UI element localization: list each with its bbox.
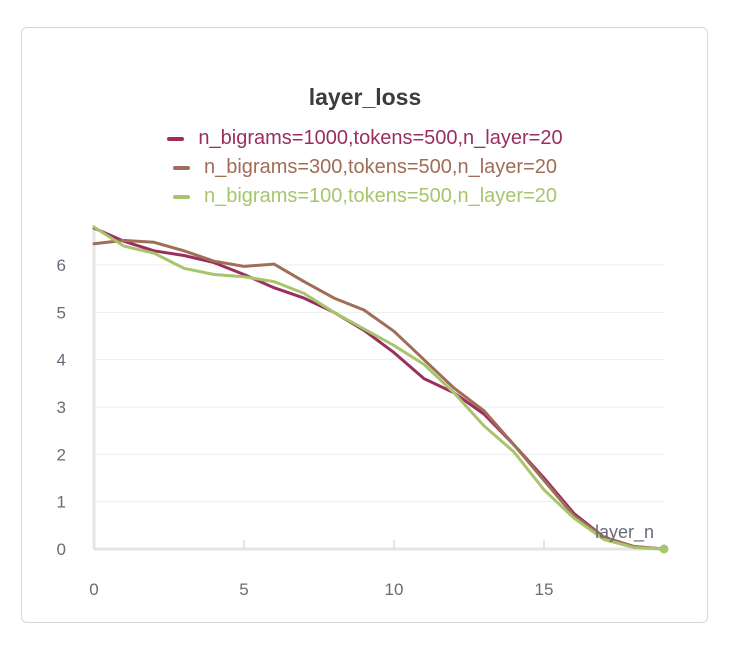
x-axis-label: layer_n (595, 522, 654, 543)
legend-swatch (172, 194, 190, 199)
y-tick-label: 5 (57, 303, 66, 322)
x-tick-label: 5 (239, 580, 248, 599)
legend-item[interactable]: n_bigrams=300,tokens=500,n_layer=20 (0, 153, 730, 182)
y-tick-label: 4 (57, 351, 66, 370)
legend-item[interactable]: n_bigrams=1000,tokens=500,n_layer=20 (0, 124, 730, 153)
chart-panel (21, 27, 708, 623)
y-tick-label: 3 (57, 398, 66, 417)
legend-item[interactable]: n_bigrams=100,tokens=500,n_layer=20 (0, 182, 730, 211)
legend-label: n_bigrams=300,tokens=500,n_layer=20 (203, 156, 558, 178)
series-line[interactable] (92, 238, 666, 551)
series-end-point[interactable] (659, 544, 669, 554)
series-line[interactable] (92, 225, 666, 551)
x-tick-label: 15 (535, 580, 554, 599)
y-tick-label: 6 (57, 256, 66, 275)
grid (94, 264, 664, 503)
legend-label: n_bigrams=1000,tokens=500,n_layer=20 (198, 127, 563, 149)
x-tick-label: 0 (89, 580, 98, 599)
legend-swatch (172, 165, 190, 170)
y-tick-label: 1 (57, 493, 66, 512)
y-tick-label: 0 (57, 540, 66, 559)
x-tick-label: 10 (385, 580, 404, 599)
y-tick-label: 2 (57, 445, 66, 464)
legend-swatch (167, 136, 185, 141)
legend-label: n_bigrams=100,tokens=500,n_layer=20 (203, 185, 558, 207)
series-line[interactable] (92, 226, 666, 551)
legend: n_bigrams=1000,tokens=500,n_layer=20 n_b… (0, 124, 730, 211)
chart-title: layer_loss (308, 84, 422, 110)
axes: 0 1 2 3 4 5 6 0 5 10 15 (57, 225, 664, 599)
series-lines (92, 225, 669, 554)
